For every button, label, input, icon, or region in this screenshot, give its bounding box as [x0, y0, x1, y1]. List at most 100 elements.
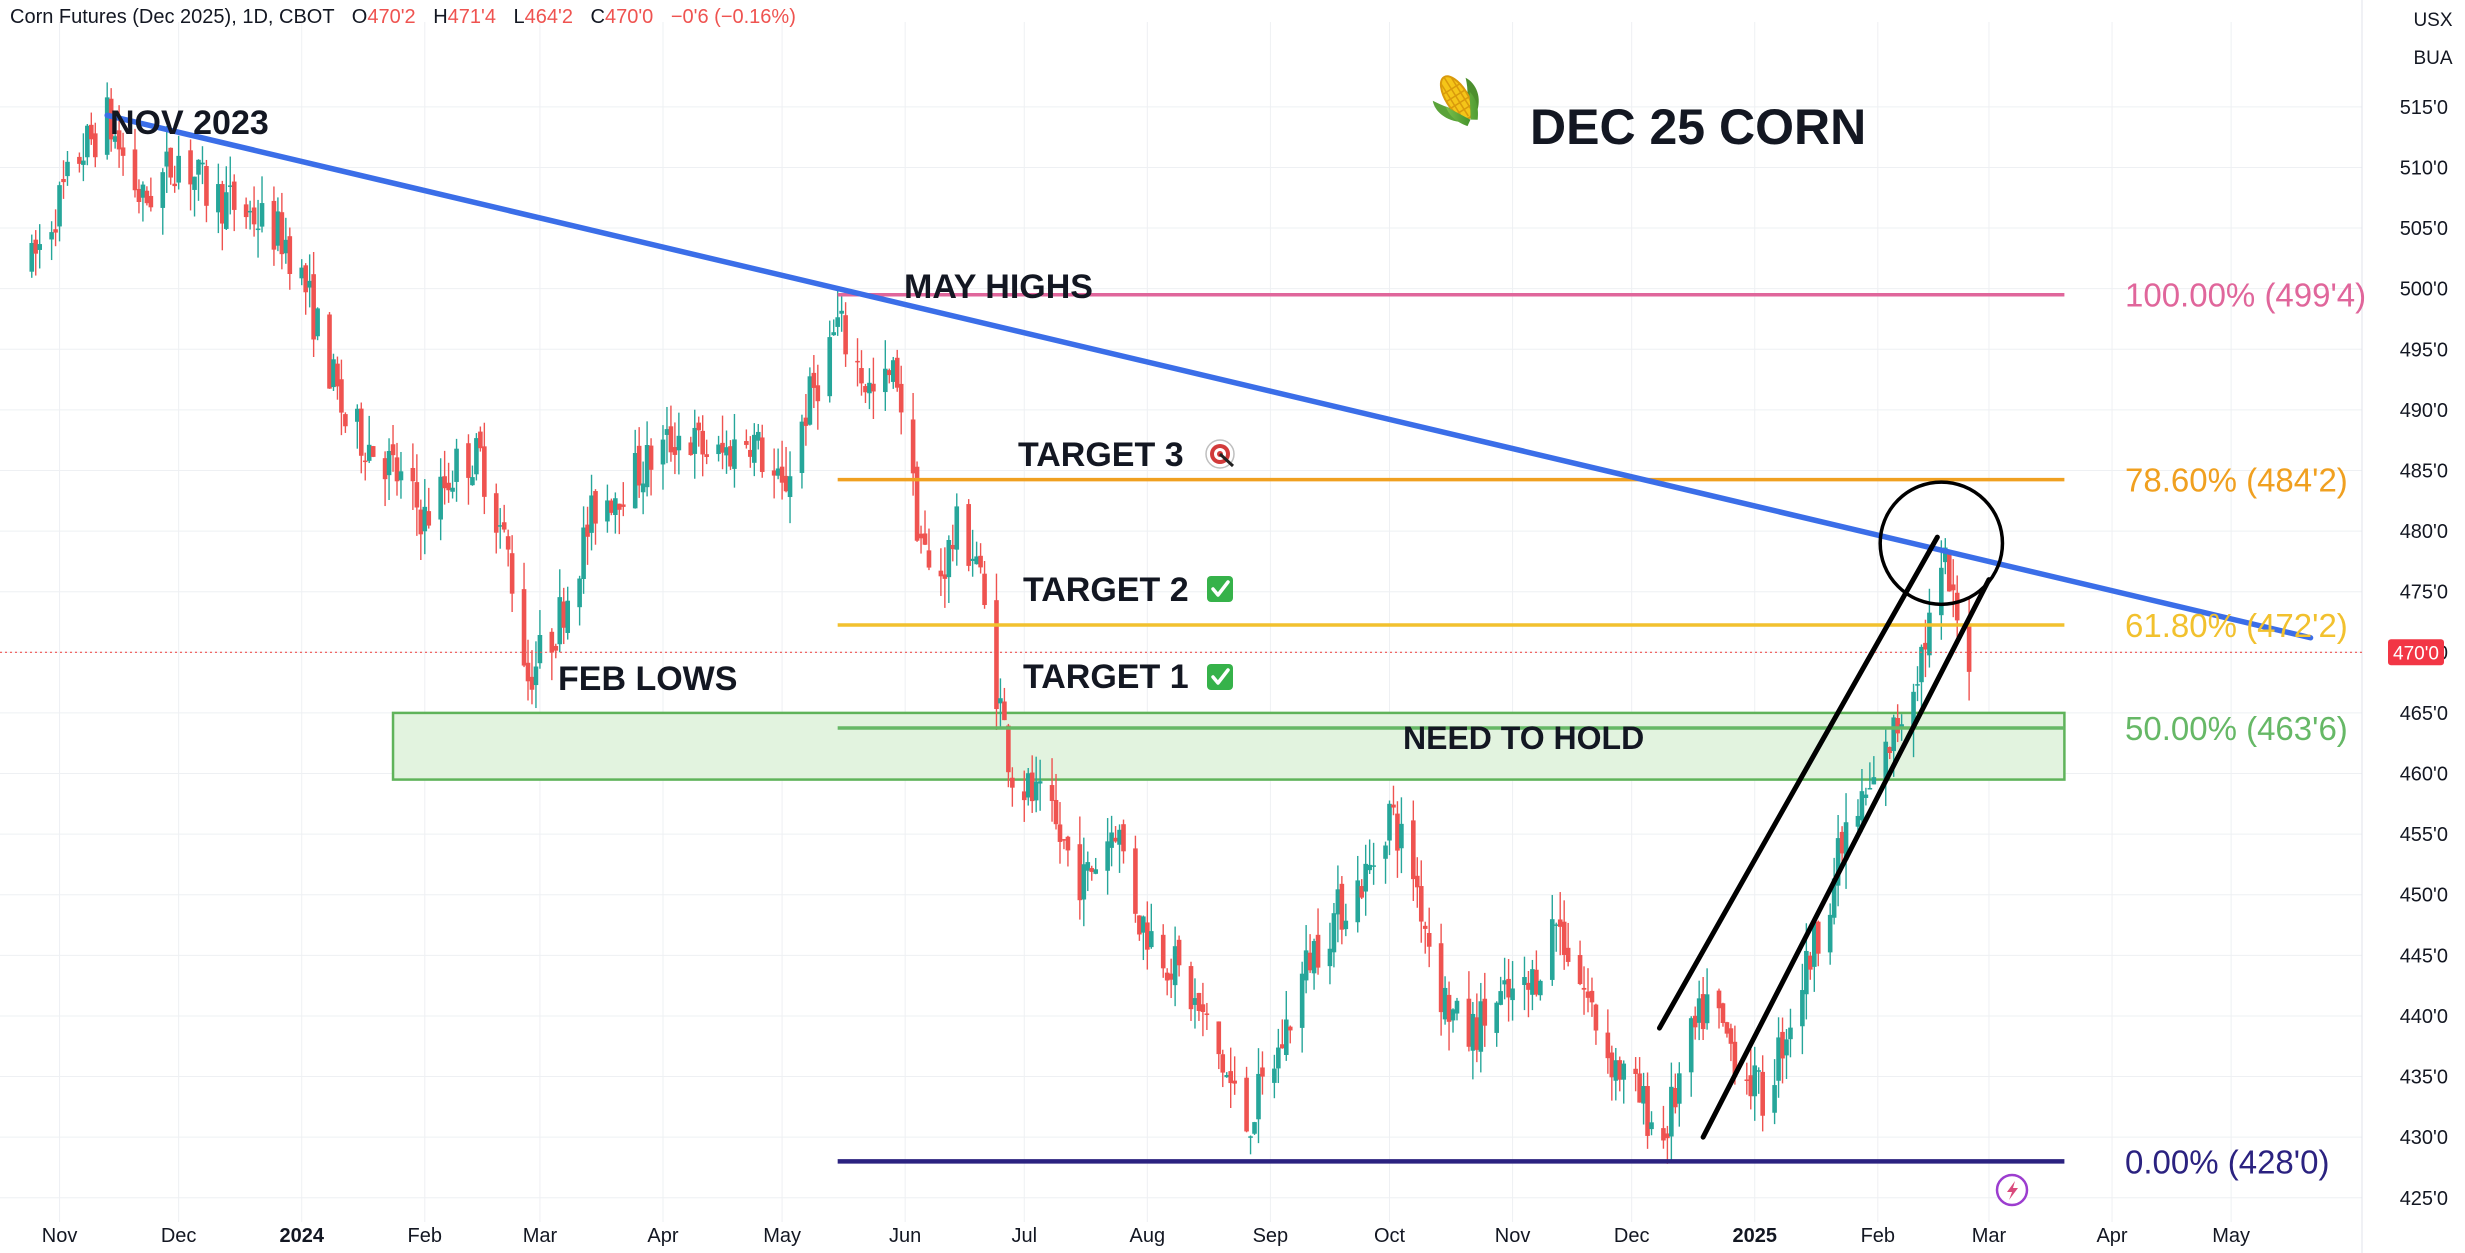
x-tick-label: Sep: [1253, 1225, 1289, 1247]
fib-level-label: 100.00% (499'4): [2125, 277, 2366, 314]
candle-body: [1808, 955, 1813, 970]
candle-body: [196, 159, 201, 175]
candle-body: [775, 468, 781, 476]
x-tick-label: Nov: [1495, 1225, 1531, 1247]
candle-body: [1649, 1122, 1654, 1130]
candle-body: [537, 635, 543, 664]
annotation-labels: 470'0 100.00% (499'4) 78.60% (484'2) 61.80%…: [110, 104, 2444, 1180]
candle-body: [799, 421, 805, 473]
candle-body: [1248, 1136, 1253, 1138]
candle-body: [752, 434, 757, 463]
candle-body: [77, 156, 82, 164]
candle-body: [358, 408, 364, 456]
candle-body: [112, 136, 118, 142]
annotation-target-2: TARGET 2: [1023, 571, 1189, 609]
currency-label[interactable]: USX: [2413, 10, 2453, 31]
candle-body: [164, 151, 170, 167]
candle-body: [1534, 969, 1539, 995]
open-key: O: [351, 6, 368, 28]
candle-body: [1474, 1017, 1480, 1050]
candle-body: [617, 503, 622, 510]
candle-body: [577, 578, 582, 608]
candle-body: [1287, 1026, 1293, 1031]
candle-body: [1414, 875, 1420, 888]
downtrend-line[interactable]: [104, 112, 2314, 641]
candle-body: [1057, 824, 1063, 842]
candle-body: [172, 183, 177, 187]
candle-body: [1283, 1019, 1289, 1056]
candle-body: [1160, 934, 1166, 969]
candle-body: [1438, 943, 1444, 1013]
candle-body: [688, 442, 694, 456]
candle-body: [1831, 878, 1837, 918]
candle-body: [1855, 815, 1861, 827]
candle-body: [883, 368, 888, 393]
candle-body: [398, 471, 404, 481]
candle-body: [668, 426, 674, 453]
x-tick-label: Feb: [1861, 1225, 1895, 1247]
candle-body: [168, 147, 174, 178]
candle-body: [787, 476, 793, 498]
fib-level-label: 50.00% (463'6): [2125, 710, 2348, 747]
symbol-name[interactable]: Corn Futures (Dec 2025), 1D, CBOT: [10, 6, 335, 28]
annotation-nov-2023: NOV 2023: [110, 104, 269, 142]
candle-body: [1553, 924, 1559, 926]
candle-body: [148, 195, 154, 208]
candle-body: [620, 504, 626, 507]
candle-body: [1728, 1028, 1734, 1044]
candle-body: [1387, 803, 1392, 841]
candle-body: [1450, 1009, 1456, 1021]
candle-body: [1776, 1037, 1781, 1081]
candle-body: [501, 522, 507, 530]
candle-body: [188, 150, 193, 185]
candle-body: [1113, 837, 1118, 842]
candle-body: [867, 382, 872, 394]
candle-body: [140, 184, 146, 198]
corn-emoji-icon: [1432, 75, 1479, 127]
candle-body: [1732, 1041, 1738, 1077]
candle-body: [1383, 845, 1388, 859]
candle-body: [1700, 994, 1706, 1030]
candle-body: [859, 368, 864, 384]
candle-body: [366, 444, 372, 461]
candle-body: [1950, 584, 1956, 591]
candle-body: [482, 446, 487, 497]
x-tick-label: Mar: [1972, 1225, 2007, 1247]
candle-body: [1688, 1018, 1694, 1073]
y-tick-label: 485'0: [2400, 460, 2448, 482]
lightning-icon[interactable]: [1995, 1173, 2029, 1207]
candle-body: [549, 631, 555, 653]
candle-body: [1145, 922, 1150, 950]
candle-body: [1037, 781, 1043, 784]
candle-body: [1085, 862, 1091, 871]
candle-body: [525, 662, 531, 682]
x-tick-label: Dec: [161, 1225, 197, 1247]
candle-body: [1526, 982, 1531, 990]
candle-body: [259, 203, 265, 227]
last-price-badge-text: 470'0: [2393, 643, 2439, 664]
support-zone-layer: [391, 711, 2066, 781]
channel-line[interactable]: [1656, 534, 1940, 1031]
candle-body: [327, 314, 332, 389]
last-price-badge: [2388, 639, 2444, 666]
candle-body: [557, 597, 563, 645]
highlight-circle[interactable]: [1878, 480, 2005, 607]
candle-body: [33, 239, 39, 254]
candle-body: [827, 337, 833, 397]
candle-body: [1299, 973, 1305, 1028]
candles: [29, 82, 1972, 1164]
channel-line[interactable]: [1700, 577, 1992, 1140]
unit-label[interactable]: BUA: [2413, 48, 2453, 69]
dart-shaft: [1218, 452, 1235, 468]
candle-body: [914, 466, 920, 541]
candle-body: [815, 385, 821, 402]
candle-body: [1756, 1070, 1762, 1072]
candle-body: [92, 133, 98, 158]
support-zone[interactable]: [391, 711, 2066, 781]
candle-body: [303, 265, 308, 293]
candle-body: [1752, 1065, 1758, 1097]
candle-body: [1760, 1071, 1765, 1116]
candle-body: [692, 427, 698, 454]
candle-body: [636, 445, 642, 486]
